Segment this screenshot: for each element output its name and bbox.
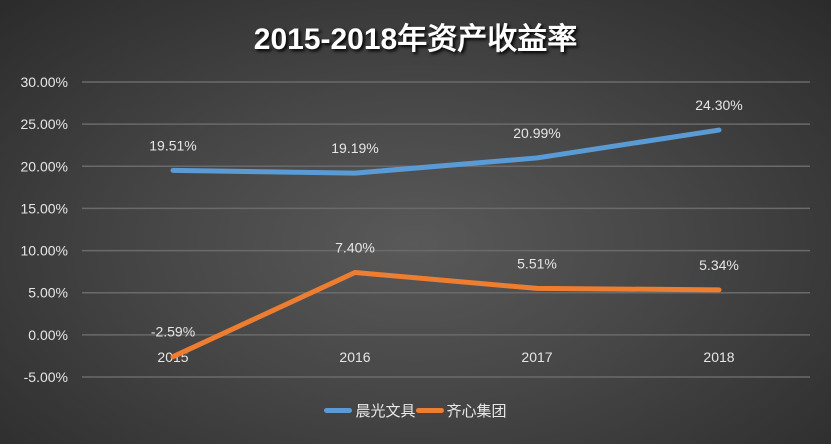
y-tick-label: 5.00%: [28, 285, 68, 301]
data-label: 20.99%: [513, 125, 560, 141]
legend-label: 晨光文具: [355, 403, 416, 420]
y-tick-label: -5.00%: [24, 369, 68, 385]
data-label: 7.40%: [335, 239, 375, 255]
legend-label: 齐心集团: [446, 403, 507, 420]
y-tick-label: 10.00%: [21, 243, 68, 259]
series-line-2: [170, 269, 722, 360]
data-label: 5.34%: [699, 257, 739, 273]
y-tick-label: 0.00%: [28, 327, 68, 343]
legend-swatch: [415, 408, 444, 413]
y-tick-label: 25.00%: [21, 116, 68, 132]
y-tick-label: 20.00%: [21, 158, 68, 174]
series-line-1: [170, 127, 722, 176]
data-label: 19.51%: [149, 137, 196, 153]
y-tick-label: 30.00%: [21, 74, 68, 90]
legend-item-series-1[interactable]: 晨光文具: [324, 400, 416, 421]
x-tick-label: 2018: [703, 349, 734, 365]
chart-title: 2015-2018年资产收益率: [253, 23, 578, 56]
legend: 晨光文具 齐心集团: [0, 400, 831, 421]
x-tick-label: 2017: [521, 349, 552, 365]
data-label: 24.30%: [695, 97, 742, 113]
x-tick-label: 2016: [339, 349, 370, 365]
data-label: -2.59%: [151, 324, 195, 340]
data-label: 19.19%: [331, 140, 378, 156]
legend-swatch: [324, 408, 353, 413]
legend-item-series-2[interactable]: 齐心集团: [415, 400, 507, 421]
y-tick-label: 15.00%: [21, 200, 68, 216]
data-label: 5.51%: [517, 255, 557, 271]
